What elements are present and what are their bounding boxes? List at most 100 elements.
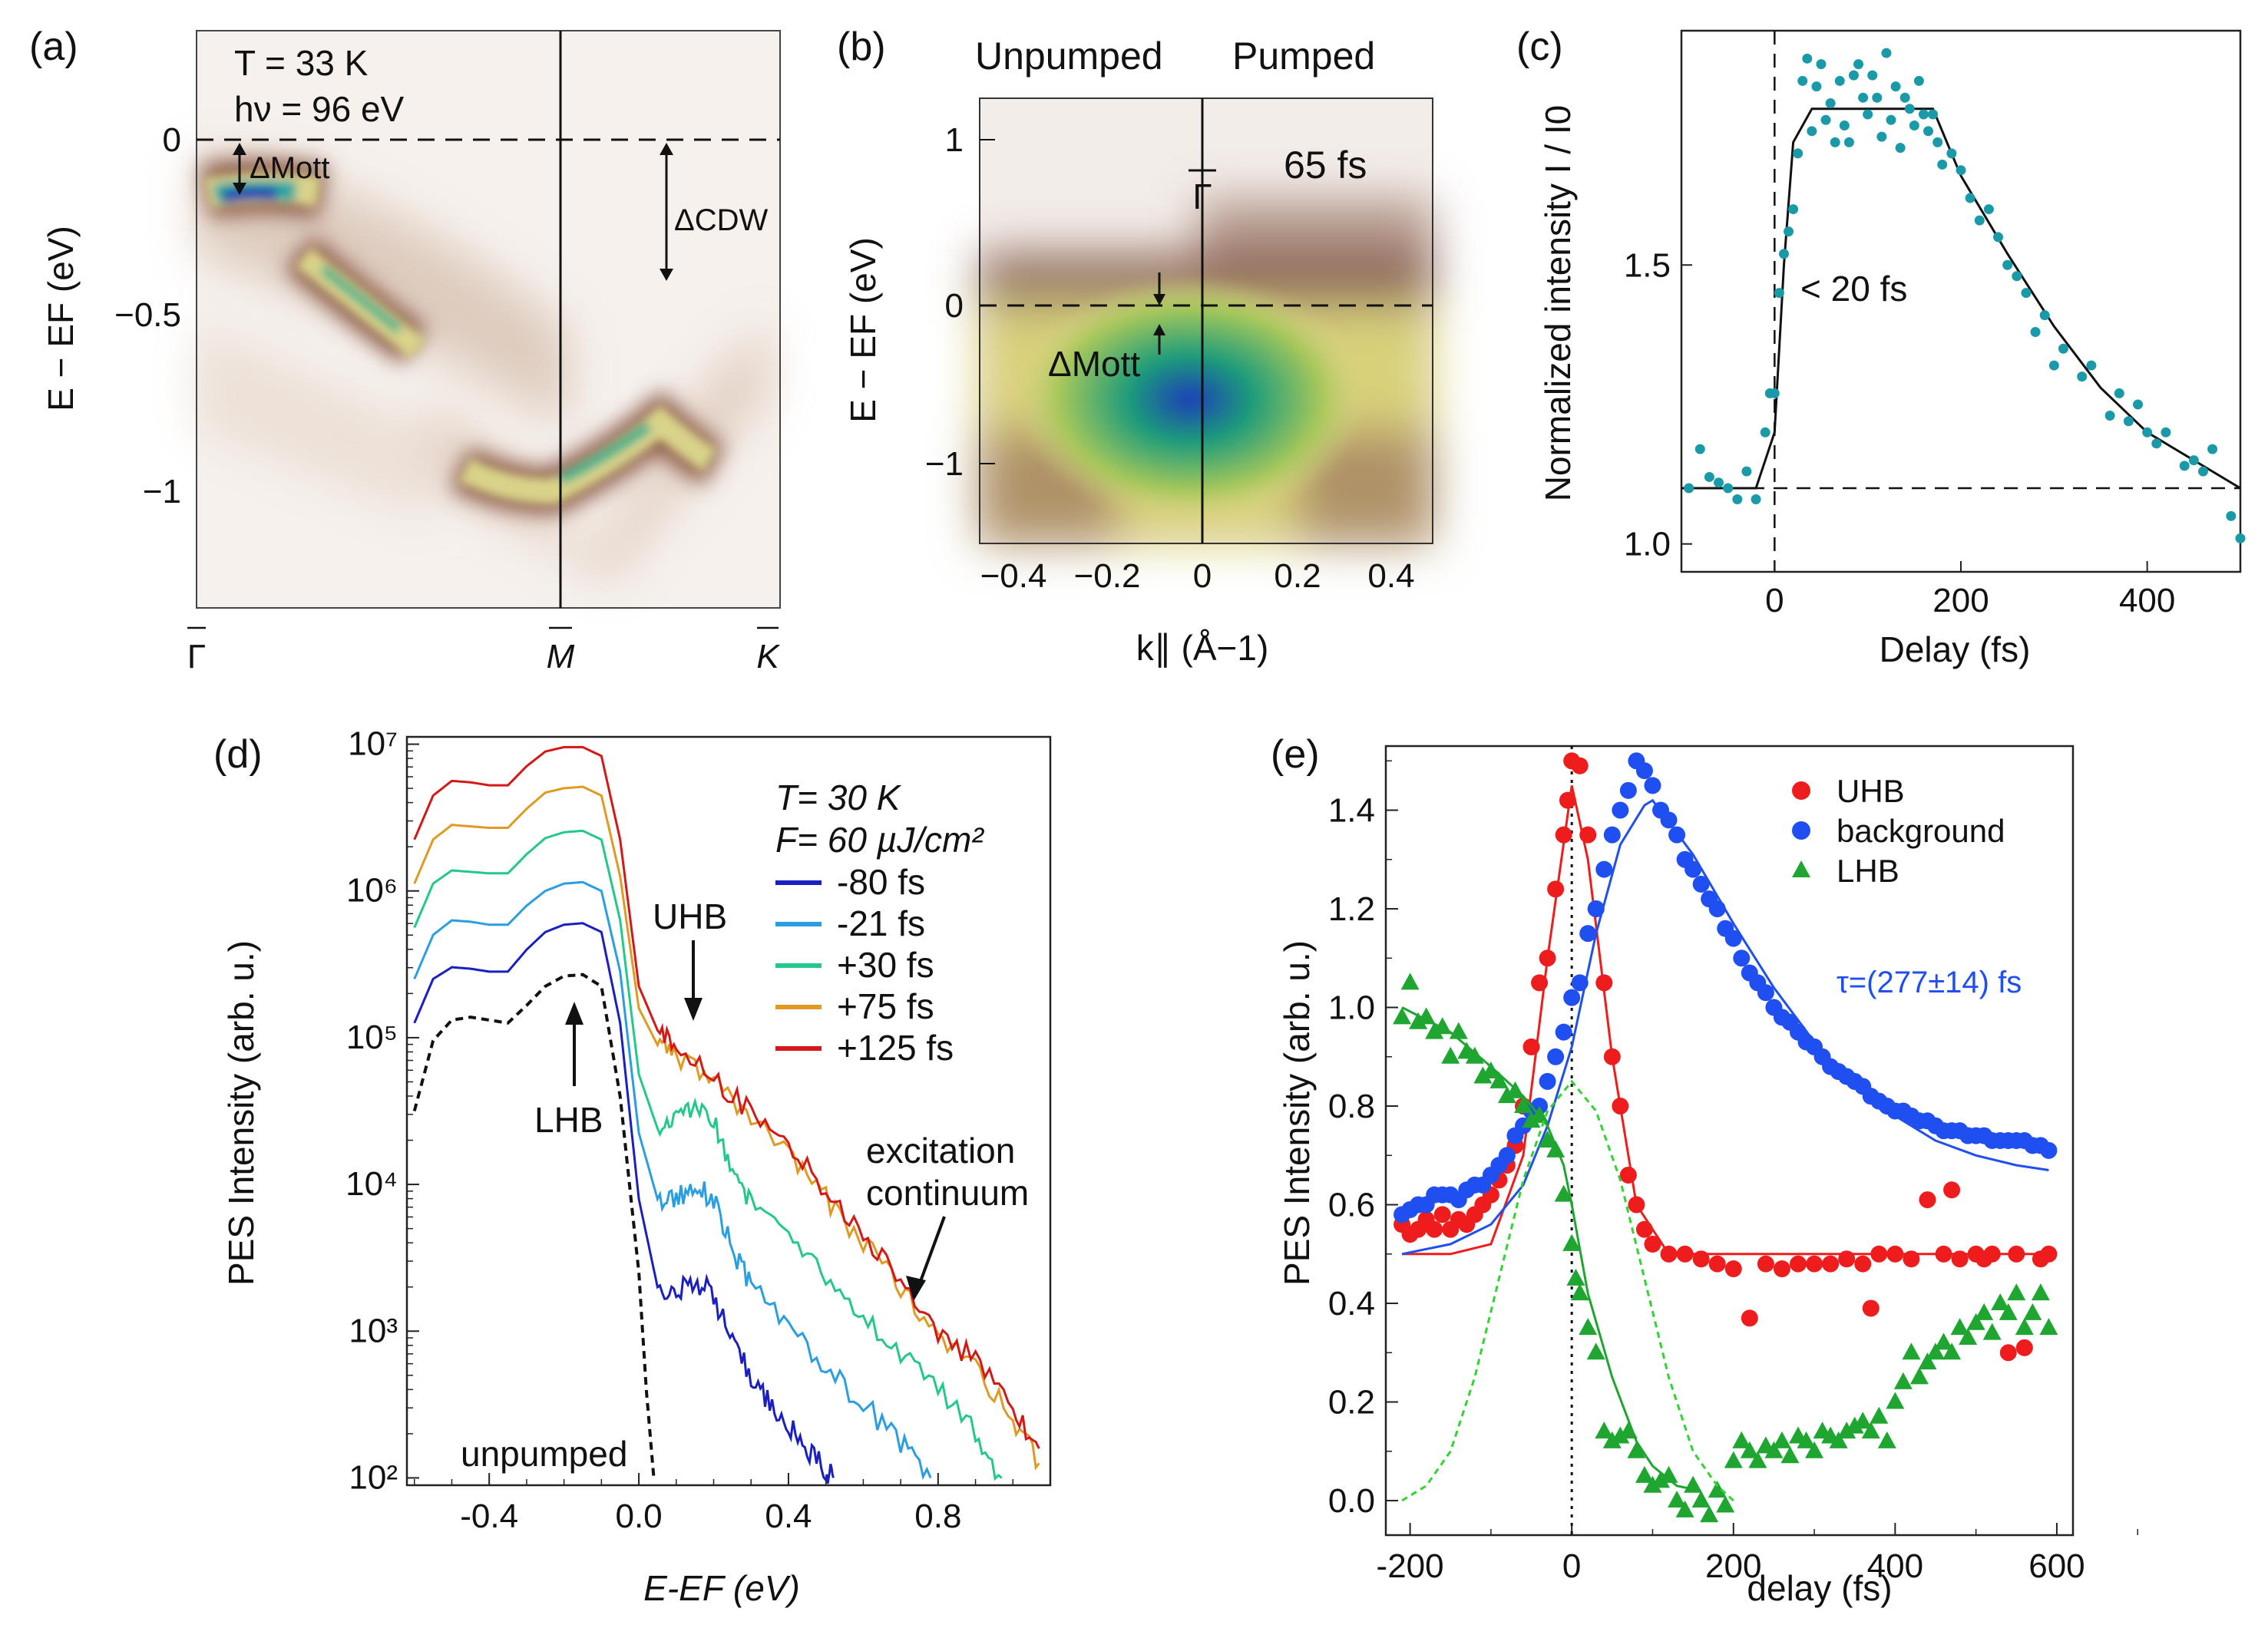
panel-a-label: (a): [29, 25, 78, 69]
panel-c-data-point: [2133, 399, 2144, 410]
panel-e-point-LHB: [1417, 1007, 1436, 1025]
panel-c-data-point: [2012, 271, 2022, 282]
panel-c-data-point: [2161, 427, 2171, 438]
panel-e-point-LHB: [1691, 1491, 1711, 1508]
panel-e-point-UHB: [1619, 1166, 1637, 1184]
panel-e-ytick: 1.4: [1328, 792, 1375, 830]
panel-a-mott-arrow: [233, 143, 246, 195]
panel-e-point-LHB: [1441, 1046, 1460, 1064]
panel-c-data-point: [1923, 126, 1934, 137]
panel-e-point-LHB: [2039, 1318, 2058, 1336]
panel-c-data-point: [1839, 121, 1850, 131]
panel-e-legend-label: LHB: [1837, 853, 1899, 889]
panel-c-data-point: [1872, 92, 1883, 103]
panel-e-point-background: [1603, 826, 1621, 844]
panel-d-legend-label: +30 fs: [837, 945, 934, 985]
panel-b-ytick: 0: [945, 287, 964, 325]
panel-b-ylabel: E − EF (eV): [843, 237, 883, 423]
panel-e-point-UHB: [1935, 1245, 1952, 1263]
panel-e-point-UHB: [1724, 1260, 1742, 1278]
panel-e-ytick: 0.0: [1328, 1482, 1375, 1520]
panel-c-ytick: 1.0: [1624, 526, 1671, 563]
panel-e-point-UHB: [1571, 757, 1589, 774]
panel-e-ytick: 0.6: [1328, 1187, 1375, 1224]
panel-e-point-LHB: [1595, 1422, 1614, 1439]
panel-e-point-background: [1708, 900, 1726, 918]
panel-e-fit-pump: [1401, 1079, 1734, 1502]
panel-e-point-UHB: [1559, 791, 1576, 809]
panel-e-point-UHB: [1806, 1255, 1823, 1273]
panel-e-point-LHB: [1829, 1431, 1848, 1448]
panel-e-xtick: -200: [1377, 1547, 1444, 1585]
panel-e-point-LHB: [1618, 1422, 1638, 1439]
panel-e: (e) 0.0 0.2 0.4 0.6 0.8 1.0 1.2 1.4 -200 0 200 400 6…: [1271, 732, 2138, 1608]
panel-b-xtick: −0.2: [1074, 557, 1141, 595]
panel-c-data-point: [1993, 232, 2004, 243]
panel-c-xtick: 200: [1932, 582, 1989, 619]
panel-a-photon-energy: hν = 96 eV: [234, 89, 405, 129]
panel-e-point-UHB: [2040, 1245, 2058, 1263]
panel-d-xtick: 0.8: [914, 1498, 961, 1535]
panel-c-data-point: [1904, 104, 1915, 114]
panel-d-continuum-label: continuum: [866, 1173, 1029, 1213]
panel-b-xtick: 0: [1193, 557, 1212, 595]
panel-c-xlabel: Delay (fs): [1880, 629, 2031, 669]
panel-e-point-LHB: [1538, 1131, 1557, 1148]
panel-e-point-UHB: [1919, 1191, 1936, 1209]
panel-b-gamma: Γ: [1192, 177, 1212, 216]
panel-e-point-UHB: [1943, 1181, 1961, 1199]
panel-e-point-UHB: [1757, 1255, 1774, 1273]
panel-c-plot: 1.0 1.5 0 200 400: [1624, 29, 2246, 619]
panel-c-data-point: [1886, 114, 1896, 125]
panel-a-frame: [196, 30, 781, 609]
panel-e-point-UHB: [1644, 1235, 1661, 1253]
panel-b-spectral-weight: [1013, 276, 1367, 522]
panel-e-point-LHB: [1465, 1046, 1484, 1064]
panel-c-label: (c): [1516, 25, 1563, 69]
panel-e-point-LHB: [1514, 1096, 1532, 1114]
panel-a-xtick: K: [756, 638, 780, 675]
panel-e-point-background: [1579, 925, 1597, 943]
panel-c-data-point: [2104, 410, 2115, 421]
panel-c-data-point: [1741, 466, 1752, 477]
panel-e-point-background: [1684, 860, 1702, 878]
panel-a-bands: [204, 172, 717, 505]
panel-e-point-UHB: [2015, 1339, 2033, 1356]
panel-c-data-point: [1797, 75, 1808, 86]
panel-e-point-UHB: [1635, 1220, 1653, 1238]
panel-a-xtick: Γ: [187, 638, 206, 675]
panel-c-data-point: [1732, 494, 1743, 505]
panel-e-point-background: [1498, 1147, 1516, 1164]
panel-e-legend-label: UHB: [1837, 773, 1905, 809]
panel-e-point-LHB: [1651, 1471, 1670, 1488]
panel-c-data-point: [1853, 59, 1864, 70]
panel-c-data-point: [1918, 109, 1929, 120]
panel-c-data-point: [2207, 444, 2218, 454]
panel-d-ytick: 10⁶: [346, 872, 398, 910]
panel-b-xtick: −0.4: [980, 557, 1047, 595]
panel-c-data-point: [1820, 114, 1831, 125]
panel-e-point-LHB: [1449, 1022, 1468, 1039]
panel-e-point-UHB: [1555, 826, 1572, 844]
panel-a-ytick: −0.5: [114, 296, 181, 334]
panel-d-unpumped-label: unpumped: [461, 1434, 627, 1474]
panel-e-ytick: 0.2: [1328, 1384, 1375, 1422]
panel-b-delta-mott: ΔMott: [1048, 344, 1140, 384]
panel-c-data-point: [2114, 388, 2124, 398]
panel-d-uhb-arrow: [684, 940, 703, 1021]
panel-e-legend-marker: [1792, 781, 1810, 800]
panel-c-rise-annotation: < 20 fs: [1800, 269, 1907, 309]
panel-c-data-point: [1974, 215, 1985, 226]
panel-e-fit-UHB: [1402, 785, 2057, 1256]
panel-e-point-LHB: [1797, 1431, 1816, 1448]
panel-c-data-point: [2077, 372, 2088, 382]
panel-c-data-point: [1858, 92, 1869, 103]
panel-b-xtick: 0.4: [1367, 557, 1414, 595]
panel-d-uhb-label: UHB: [653, 897, 727, 936]
panel-e-point-LHB: [1805, 1441, 1824, 1458]
panel-e-point-background: [1668, 826, 1686, 844]
panel-e-point-UHB: [1741, 1309, 1758, 1327]
panel-e-point-LHB: [1724, 1451, 1743, 1468]
panel-c-data-point: [1876, 131, 1887, 142]
